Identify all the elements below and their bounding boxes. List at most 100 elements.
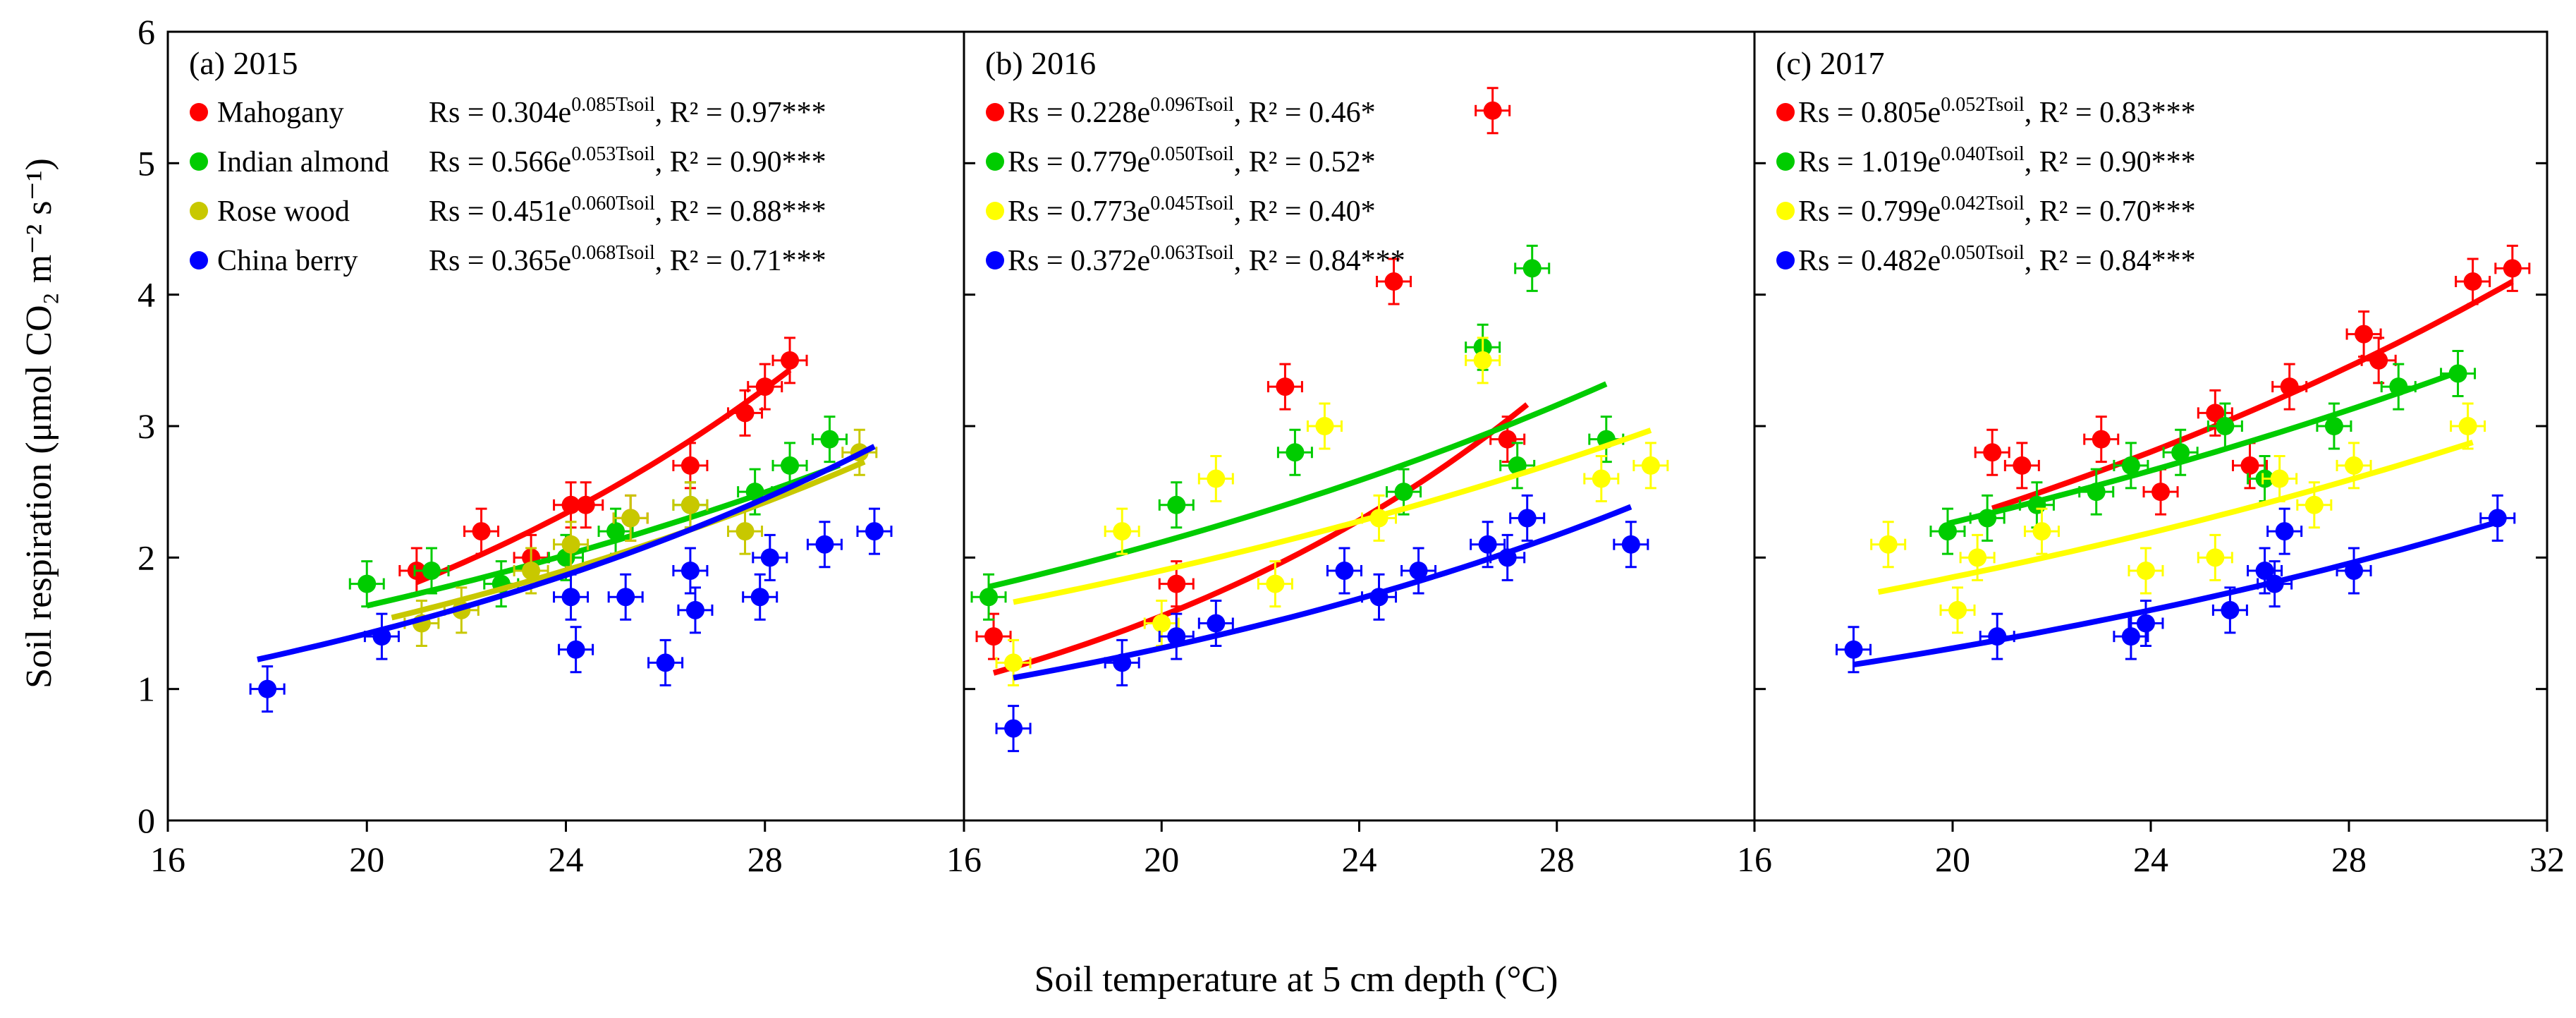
data-point <box>2206 548 2225 567</box>
legend-marker <box>986 103 1004 121</box>
equation-r2: , R² = 0.52* <box>1234 146 1376 178</box>
equation-base: Rs = 0.451e <box>429 195 571 228</box>
x-tick-label: 24 <box>2133 840 2168 879</box>
data-point <box>2121 627 2140 646</box>
data-point <box>1641 456 1660 475</box>
data-point <box>820 430 839 449</box>
data-point <box>1004 719 1023 738</box>
series-1 <box>1974 244 2531 516</box>
data-point <box>1167 574 1186 593</box>
data-point <box>755 377 774 396</box>
data-point <box>358 574 377 593</box>
data-point <box>2032 522 2051 541</box>
equation-r2: , R² = 0.46* <box>1234 97 1376 129</box>
data-point <box>1988 627 2007 646</box>
x-tick-label: 28 <box>747 840 783 879</box>
data-point <box>1286 443 1305 462</box>
panels: 16 20 24 28 0 1 2 3 4 5 6 (a) 2015 Mahogany Rs = 0.30… <box>138 12 2565 879</box>
data-point <box>1968 548 1987 567</box>
data-point <box>815 535 834 554</box>
legend-label: Rose wood <box>217 195 350 228</box>
legend-marker <box>1776 251 1795 269</box>
legend-equation: Rs = 0.304e0.085Tsoil, R² = 0.97*** <box>429 94 826 129</box>
data-point <box>1478 535 1497 554</box>
equation-r2: , R² = 0.71*** <box>655 245 826 277</box>
x-tick-label: 16 <box>946 840 982 879</box>
fit-line <box>988 381 1608 590</box>
data-point <box>2280 377 2299 396</box>
data-point <box>680 561 700 580</box>
panel-1: 16 20 24 28 0 1 2 3 4 5 6 (a) 2015 Mahogany Rs = 0.30… <box>138 12 965 879</box>
equation-base: Rs = 0.779e <box>1008 146 1150 178</box>
x-tick-label: 20 <box>349 840 384 879</box>
equation-exponent: 0.096Tsoil <box>1150 94 1234 116</box>
data-point <box>1473 351 1492 370</box>
legend-equation: Rs = 0.451e0.060Tsoil, R² = 0.88*** <box>429 193 826 228</box>
data-point <box>1522 259 1542 278</box>
data-point <box>735 404 755 423</box>
panel-title: (c) 2017 <box>1776 45 1885 81</box>
equation-exponent: 0.053Tsoil <box>571 143 655 165</box>
data-point <box>2448 364 2467 383</box>
data-point <box>1369 509 1388 528</box>
equation-r2: , R² = 0.90*** <box>655 146 826 178</box>
legend-marker <box>1776 152 1795 171</box>
data-point <box>735 522 755 541</box>
y-tick-label: 6 <box>138 12 155 51</box>
data-point <box>745 483 764 502</box>
y-tick-label: 0 <box>138 801 155 840</box>
data-point <box>1315 417 1334 435</box>
equation-exponent: 0.042Tsoil <box>1941 193 2025 214</box>
equation-base: Rs = 0.773e <box>1008 195 1150 228</box>
legend-equation: Rs = 0.805e0.052Tsoil, R² = 0.83*** <box>1798 94 2196 129</box>
data-point <box>2345 561 2364 580</box>
data-point <box>2171 443 2190 462</box>
x-tick-label: 28 <box>2331 840 2367 879</box>
data-point <box>2270 469 2289 488</box>
fit-line <box>1991 279 2514 511</box>
data-point <box>750 588 769 607</box>
data-point <box>1938 522 1957 541</box>
legend-marker <box>986 202 1004 220</box>
data-point <box>2255 561 2274 580</box>
data-point <box>472 522 491 541</box>
data-point <box>2463 272 2482 291</box>
data-point <box>1167 495 1186 514</box>
data-point <box>1113 522 1132 541</box>
data-point <box>2458 417 2477 435</box>
data-point <box>422 561 441 580</box>
fit-line <box>415 368 792 586</box>
legend-label: Indian almond <box>217 146 389 178</box>
equation-exponent: 0.060Tsoil <box>571 193 655 214</box>
equation-base: Rs = 0.805e <box>1798 97 1941 129</box>
data-point <box>1508 456 1527 475</box>
equation-base: Rs = 0.228e <box>1008 97 1150 129</box>
data-point <box>2027 495 2046 514</box>
data-point <box>2216 417 2235 435</box>
data-point <box>1978 509 1997 528</box>
series-4 <box>249 444 893 713</box>
legend-equation: Rs = 1.019e0.040Tsoil, R² = 0.90*** <box>1798 143 2196 178</box>
data-point <box>1844 640 1863 659</box>
data-point <box>2092 430 2111 449</box>
x-axis-title: Soil temperature at 5 cm depth (°C) <box>1034 959 1558 1000</box>
data-point <box>2151 483 2171 502</box>
legend-marker <box>986 251 1004 269</box>
data-point <box>1498 430 1517 449</box>
equation-exponent: 0.063Tsoil <box>1150 242 1234 264</box>
data-point <box>1004 653 1023 672</box>
x-tick-label: 32 <box>2529 840 2565 879</box>
series-1 <box>975 87 1530 676</box>
series-4 <box>995 494 1649 753</box>
y-tick-label: 4 <box>138 275 155 315</box>
data-point <box>2355 325 2374 344</box>
x-tick-label: 24 <box>549 840 584 879</box>
data-point <box>2240 456 2259 475</box>
legend-label: China berry <box>217 245 358 277</box>
data-point <box>680 495 700 514</box>
legend-equation: Rs = 0.799e0.042Tsoil, R² = 0.70*** <box>1798 193 2196 228</box>
data-point <box>2206 404 2225 423</box>
equation-exponent: 0.068Tsoil <box>571 242 655 264</box>
equation-exponent: 0.085Tsoil <box>571 94 655 116</box>
legend-marker <box>986 152 1004 171</box>
